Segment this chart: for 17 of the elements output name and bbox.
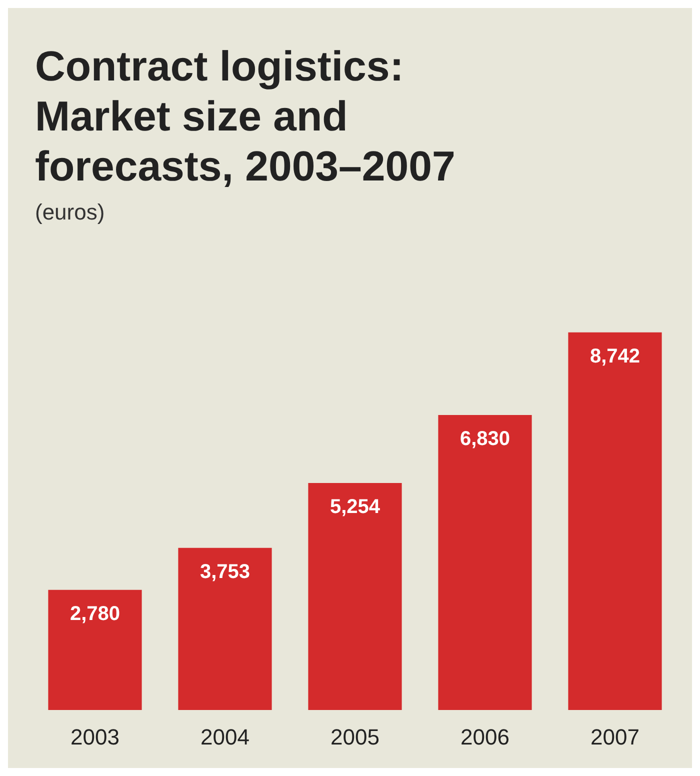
data-label: 5,254 <box>330 496 381 518</box>
bar <box>568 332 662 710</box>
x-tick-label: 2005 <box>330 724 380 750</box>
x-tick-label: 2004 <box>200 724 250 750</box>
bar <box>48 590 142 710</box>
data-label: 8,742 <box>590 345 640 368</box>
bar <box>438 414 532 710</box>
x-tick-label: 2007 <box>590 724 640 750</box>
data-label: 2,780 <box>70 602 120 625</box>
data-label: 6,830 <box>460 428 510 450</box>
chart-title: Contract logistics: Market size and forecasts, 2003–2007 <box>35 42 456 190</box>
x-tick-label: 2006 <box>460 724 510 750</box>
chart-subtitle: (euros) <box>35 200 105 224</box>
bar <box>178 548 272 710</box>
x-tick-label: 2003 <box>70 724 120 750</box>
bar <box>308 483 402 710</box>
data-label: 3,753 <box>200 560 250 583</box>
